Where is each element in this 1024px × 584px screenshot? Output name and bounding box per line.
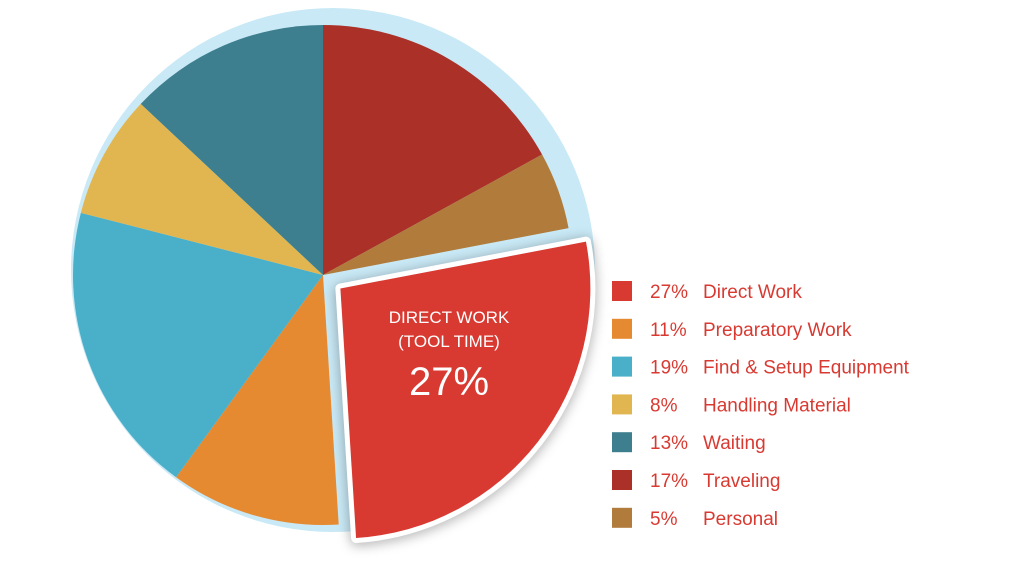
pie-slice-personal bbox=[323, 154, 569, 275]
legend-swatch-traveling bbox=[612, 470, 632, 490]
pie-slice-find-and-setup-equipment bbox=[73, 212, 324, 478]
pie-slice-handling-material bbox=[80, 103, 323, 275]
legend-label-personal: Personal bbox=[703, 509, 778, 530]
pie-slices bbox=[73, 25, 596, 543]
legend-swatch-handling-material bbox=[612, 394, 632, 415]
legend-percent-waiting: 13% bbox=[650, 433, 688, 454]
legend-label-find-and-setup-equipment: Find & Setup Equipment bbox=[703, 358, 910, 379]
legend-label-direct-work: Direct Work bbox=[703, 282, 802, 303]
legend: 27% Direct Work 11% Preparatory Work 19% Find… bbox=[612, 281, 910, 530]
callout-line-2: (TOOL TIME) bbox=[398, 332, 500, 351]
pie-slice-direct-work bbox=[340, 241, 591, 538]
direct-work-callout: DIRECT WORK (TOOL TIME) 27% bbox=[389, 308, 510, 404]
legend-swatch-find-and-setup-equipment bbox=[612, 356, 632, 377]
legend-percent-preparatory-work: 11% bbox=[650, 320, 687, 341]
legend-percent-find-and-setup-equipment: 19% bbox=[650, 358, 688, 379]
legend-label-waiting: Waiting bbox=[703, 433, 766, 454]
legend-swatch-personal bbox=[612, 507, 632, 528]
legend-percent-personal: 5% bbox=[650, 509, 678, 530]
legend-swatch-direct-work bbox=[612, 281, 632, 301]
legend-label-traveling: Traveling bbox=[703, 471, 780, 492]
pie-slice-preparatory-work bbox=[176, 275, 339, 525]
legend-swatch-waiting bbox=[612, 432, 632, 453]
pie-slice-waiting bbox=[140, 25, 323, 275]
legend-percent-direct-work: 27% bbox=[650, 282, 688, 303]
callout-value: 27% bbox=[409, 360, 489, 404]
legend-percent-handling-material: 8% bbox=[650, 395, 678, 416]
legend-percent-traveling: 17% bbox=[650, 471, 688, 492]
pie-slice-traveling bbox=[323, 25, 543, 275]
legend-label-handling-material: Handling Material bbox=[703, 395, 851, 416]
legend-label-preparatory-work: Preparatory Work bbox=[703, 320, 852, 341]
legend-swatch-preparatory-work bbox=[612, 318, 632, 339]
callout-line-1: DIRECT WORK bbox=[389, 308, 510, 327]
